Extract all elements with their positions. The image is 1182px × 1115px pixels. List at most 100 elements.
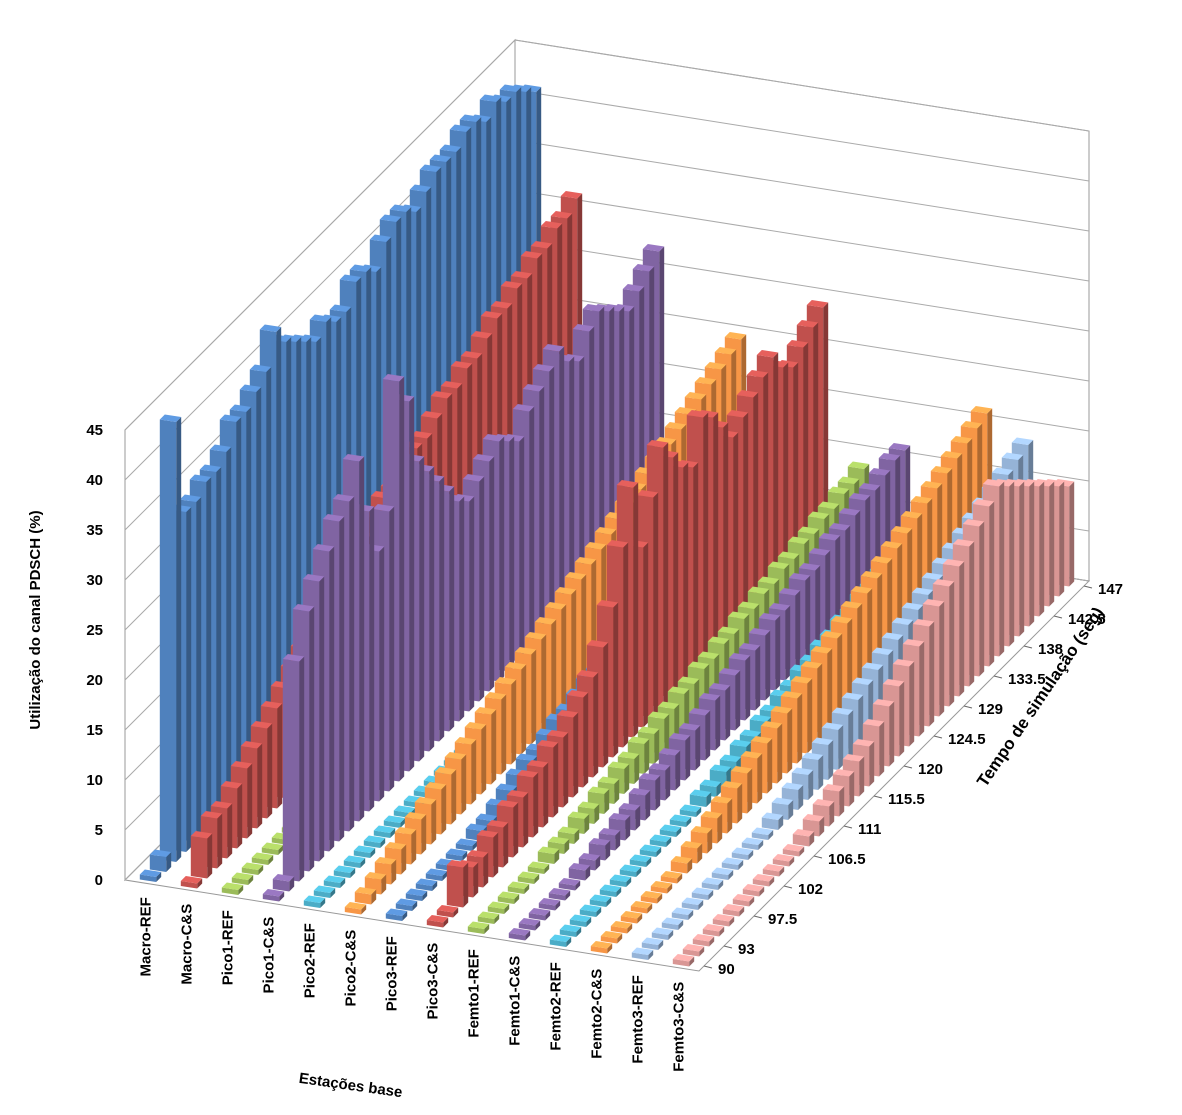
- bar-top: [651, 927, 674, 936]
- bar-side: [813, 322, 819, 558]
- bar-side: [709, 936, 715, 947]
- bar-front: [661, 922, 679, 931]
- bar-side: [909, 661, 915, 747]
- bar-top: [588, 837, 611, 846]
- bar: [354, 886, 377, 905]
- bar-front: [508, 932, 526, 941]
- bar-side: [206, 477, 212, 833]
- bar-top: [532, 363, 555, 372]
- bar: [679, 804, 702, 818]
- depth-tick: [843, 825, 853, 829]
- bar-top: [841, 692, 864, 701]
- bar-front: [395, 903, 413, 912]
- bar-top: [694, 376, 717, 385]
- bar-top: [576, 669, 599, 678]
- bar-side: [929, 621, 935, 727]
- bar-front: [455, 843, 473, 852]
- bar-side: [479, 476, 485, 702]
- bar: [752, 873, 775, 887]
- bar: [671, 907, 694, 921]
- bar: [569, 914, 592, 928]
- bar-top: [534, 616, 557, 625]
- bar: [343, 855, 366, 869]
- bar-front: [640, 895, 658, 904]
- bar: [548, 887, 571, 901]
- bar-top: [578, 852, 601, 861]
- bar-top: [567, 811, 590, 820]
- bar-top: [842, 753, 865, 762]
- bar-top: [526, 759, 549, 768]
- bar-top: [559, 924, 582, 933]
- bar-side: [268, 855, 274, 866]
- bar-front: [517, 876, 535, 885]
- bar: [651, 927, 674, 941]
- bar-front: [731, 852, 749, 861]
- bar-top: [476, 829, 499, 838]
- bar: [711, 867, 734, 881]
- bar: [610, 920, 633, 934]
- bar-side: [442, 871, 448, 882]
- bar-top: [477, 911, 500, 920]
- bar: [467, 921, 490, 935]
- bar-top: [599, 884, 622, 893]
- bar-front: [180, 880, 198, 889]
- bar-top: [861, 662, 884, 671]
- bar-front: [701, 882, 719, 891]
- bar-top: [858, 482, 881, 491]
- bar-top: [429, 154, 452, 163]
- bar-top: [728, 652, 751, 661]
- bar: [518, 917, 541, 931]
- bar-top: [522, 383, 545, 392]
- bar-top: [740, 750, 763, 759]
- bar-top: [566, 689, 589, 698]
- bar-top: [708, 682, 731, 691]
- bar-side: [339, 516, 345, 842]
- bar-top: [922, 598, 945, 607]
- bar-side: [634, 754, 640, 785]
- bar-top: [425, 868, 448, 877]
- bar-side: [441, 784, 447, 835]
- bar-top: [414, 796, 437, 805]
- y-tick-label: 30: [86, 572, 103, 589]
- bar-front: [241, 867, 259, 876]
- bar-top: [722, 903, 745, 912]
- bar-top: [952, 538, 975, 547]
- bar: [261, 842, 284, 856]
- bar-side: [949, 581, 955, 707]
- bar-side: [919, 641, 925, 737]
- bar: [487, 901, 510, 915]
- bar-top: [568, 862, 591, 871]
- bar-front: [751, 832, 769, 841]
- bar-front: [792, 833, 810, 847]
- x-axis-title: Estações base: [298, 1070, 404, 1101]
- bar-top: [619, 864, 642, 873]
- bar-side: [663, 442, 669, 708]
- bar-side: [738, 860, 744, 871]
- bar: [415, 878, 438, 892]
- bar-side: [665, 765, 671, 801]
- bar-top: [582, 303, 605, 312]
- bar: [272, 873, 295, 892]
- bar-top: [249, 364, 272, 373]
- bar-front: [679, 809, 697, 818]
- bar-side: [653, 492, 659, 718]
- bar-top: [669, 814, 692, 823]
- bar-top: [584, 541, 607, 550]
- bar-side: [555, 900, 561, 911]
- bar-side: [509, 436, 515, 672]
- bar-top: [550, 210, 573, 219]
- bar: [549, 934, 572, 948]
- bar-top: [838, 507, 861, 516]
- bar-top: [727, 611, 750, 620]
- bar-top: [292, 603, 315, 612]
- bar-front: [590, 945, 608, 954]
- bar-side: [483, 852, 489, 888]
- bar-side: [849, 771, 855, 807]
- bar-front: [467, 926, 485, 935]
- bar-side: [819, 816, 825, 837]
- bar-side: [624, 764, 630, 795]
- bar-side: [817, 663, 823, 744]
- bar-top: [851, 677, 874, 686]
- bar: [721, 857, 744, 871]
- bar-top: [372, 503, 395, 512]
